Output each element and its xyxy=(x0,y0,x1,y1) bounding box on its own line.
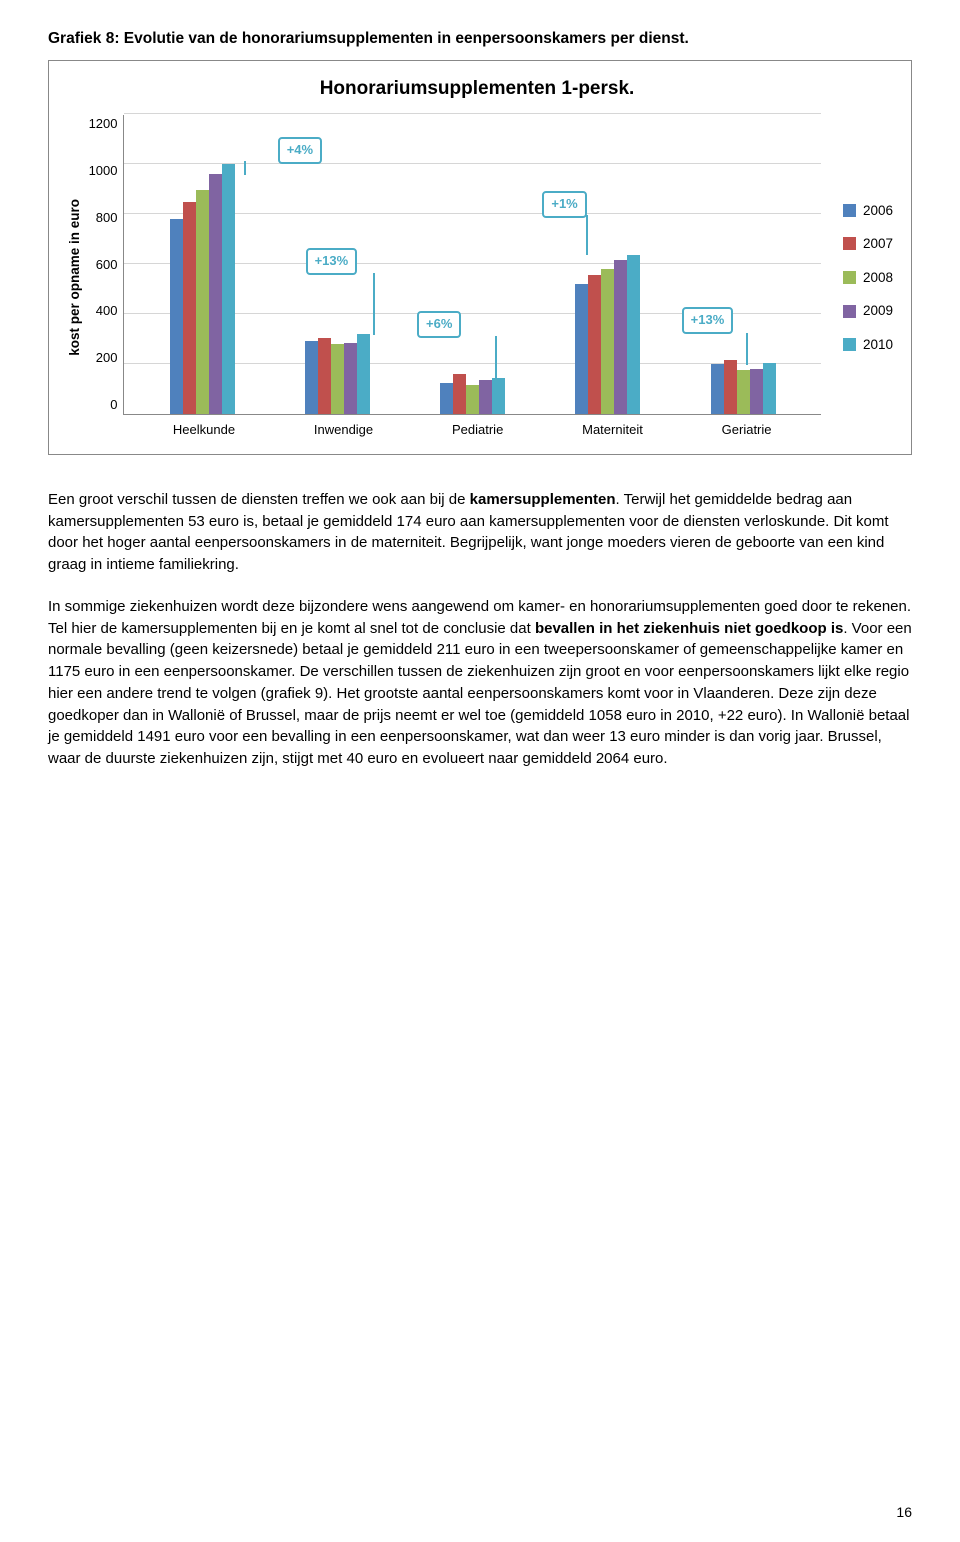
legend-swatch xyxy=(843,305,856,318)
bar xyxy=(627,255,640,414)
paragraph-2: In sommige ziekenhuizen wordt deze bijzo… xyxy=(48,596,912,770)
callout-connector xyxy=(495,336,497,378)
bar xyxy=(750,369,763,414)
bar-cluster xyxy=(711,360,776,414)
bar-cluster xyxy=(170,164,235,414)
legend-item: 2008 xyxy=(843,268,893,288)
callout-label: +4% xyxy=(278,137,322,164)
bar xyxy=(170,219,183,414)
y-tick-label: 400 xyxy=(96,302,118,321)
bold-text: kamersupplementen xyxy=(470,491,616,508)
legend-item: 2009 xyxy=(843,301,893,321)
x-tick-label: Inwendige xyxy=(314,421,373,440)
bar xyxy=(196,190,209,415)
bar xyxy=(344,343,357,414)
y-tick-label: 200 xyxy=(96,349,118,368)
grid-line xyxy=(124,113,820,114)
y-tick-label: 800 xyxy=(96,209,118,228)
y-tick-label: 600 xyxy=(96,256,118,275)
x-axis-labels: Heelkunde Inwendige Pediatrie Materniteit Ge… xyxy=(123,415,820,440)
chart-container: Honorariumsupplementen 1-persk. kost per… xyxy=(48,60,912,454)
callout-connector xyxy=(373,273,375,335)
legend-swatch xyxy=(843,338,856,351)
bar xyxy=(711,364,724,414)
bold-text: bevallen in het ziekenhuis niet goedkoop… xyxy=(535,620,843,637)
bar xyxy=(601,269,614,415)
y-tick-label: 0 xyxy=(110,396,117,415)
y-tick-label: 1200 xyxy=(89,115,118,134)
x-tick-label: Heelkunde xyxy=(173,421,235,440)
paragraph-1: Een groot verschil tussen de diensten tr… xyxy=(48,489,912,576)
legend-item: 2010 xyxy=(843,335,893,355)
callout-label: +13% xyxy=(306,248,358,275)
bar xyxy=(305,341,318,414)
y-tick-label: 1000 xyxy=(89,162,118,181)
y-axis-ticks: 1200 1000 800 600 400 200 0 xyxy=(89,115,124,415)
page-number: 16 xyxy=(896,1502,912,1522)
legend-item: 2006 xyxy=(843,201,893,221)
callout-connector xyxy=(586,215,588,255)
text: Een groot verschil tussen de diensten tr… xyxy=(48,491,470,508)
bar xyxy=(183,202,196,415)
callout-connector xyxy=(244,161,246,175)
chart-legend: 2006 2007 2008 2009 2010 xyxy=(821,201,893,355)
text: . Voor een normale bevalling (geen keize… xyxy=(48,620,912,768)
bar xyxy=(763,363,776,414)
legend-item: 2007 xyxy=(843,234,893,254)
bar xyxy=(357,334,370,414)
page-title: Grafiek 8: Evolutie van de honorariumsup… xyxy=(48,28,912,50)
chart-title: Honorariumsupplementen 1-persk. xyxy=(61,75,893,103)
bar xyxy=(453,374,466,414)
bar xyxy=(575,284,588,414)
x-tick-label: Geriatrie xyxy=(722,421,772,440)
bar-cluster xyxy=(575,255,640,414)
bar xyxy=(588,275,601,414)
legend-label: 2006 xyxy=(863,201,893,221)
callout-connector xyxy=(746,333,748,365)
bar-cluster xyxy=(305,334,370,414)
legend-label: 2007 xyxy=(863,234,893,254)
bar-cluster xyxy=(440,374,505,414)
bar xyxy=(614,260,627,414)
bar xyxy=(440,383,453,414)
y-axis-label: kost per opname in euro xyxy=(61,199,89,356)
bar xyxy=(466,385,479,414)
bar xyxy=(737,370,750,414)
legend-swatch xyxy=(843,271,856,284)
legend-swatch xyxy=(843,237,856,250)
plot-area: +4% +13% +6% +1% +13% xyxy=(123,115,820,415)
bar xyxy=(209,174,222,414)
bar xyxy=(479,380,492,414)
callout-label: +6% xyxy=(417,311,461,338)
legend-swatch xyxy=(843,204,856,217)
legend-label: 2010 xyxy=(863,335,893,355)
callout-label: +1% xyxy=(542,191,586,218)
x-tick-label: Materniteit xyxy=(582,421,643,440)
legend-label: 2008 xyxy=(863,268,893,288)
bar xyxy=(492,378,505,414)
bar xyxy=(724,360,737,414)
bar xyxy=(318,338,331,414)
x-tick-label: Pediatrie xyxy=(452,421,503,440)
legend-label: 2009 xyxy=(863,301,893,321)
bar xyxy=(331,344,344,414)
bar xyxy=(222,164,235,414)
callout-label: +13% xyxy=(682,307,734,334)
